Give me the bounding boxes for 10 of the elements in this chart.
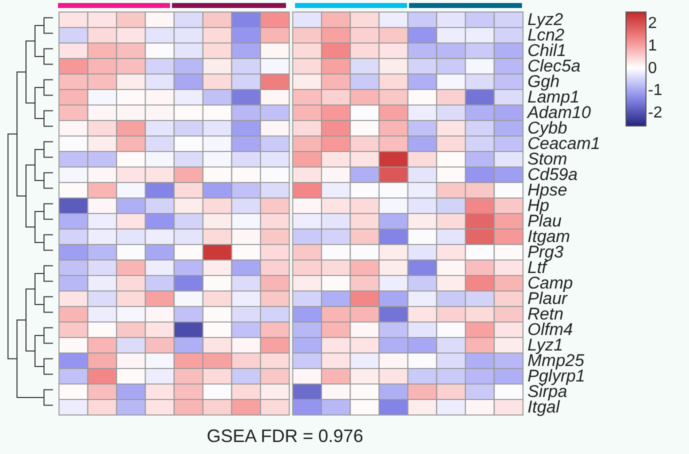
color-bar-label: 0 (648, 60, 657, 77)
color-bar-label: -1 (648, 82, 662, 100)
color-bar-label: 2 (648, 15, 657, 32)
text: GSEA FDR = 0.976 (206, 426, 364, 447)
y-tick-label: Cybb (528, 118, 568, 138)
y-tick-label: Camp (528, 273, 573, 292)
color-bar-label: 1 (648, 38, 657, 55)
y-tick-label: Itgam (528, 226, 570, 246)
color-bar-label: -2 (648, 104, 662, 122)
y-tick-label: Lyz2 (528, 10, 564, 29)
